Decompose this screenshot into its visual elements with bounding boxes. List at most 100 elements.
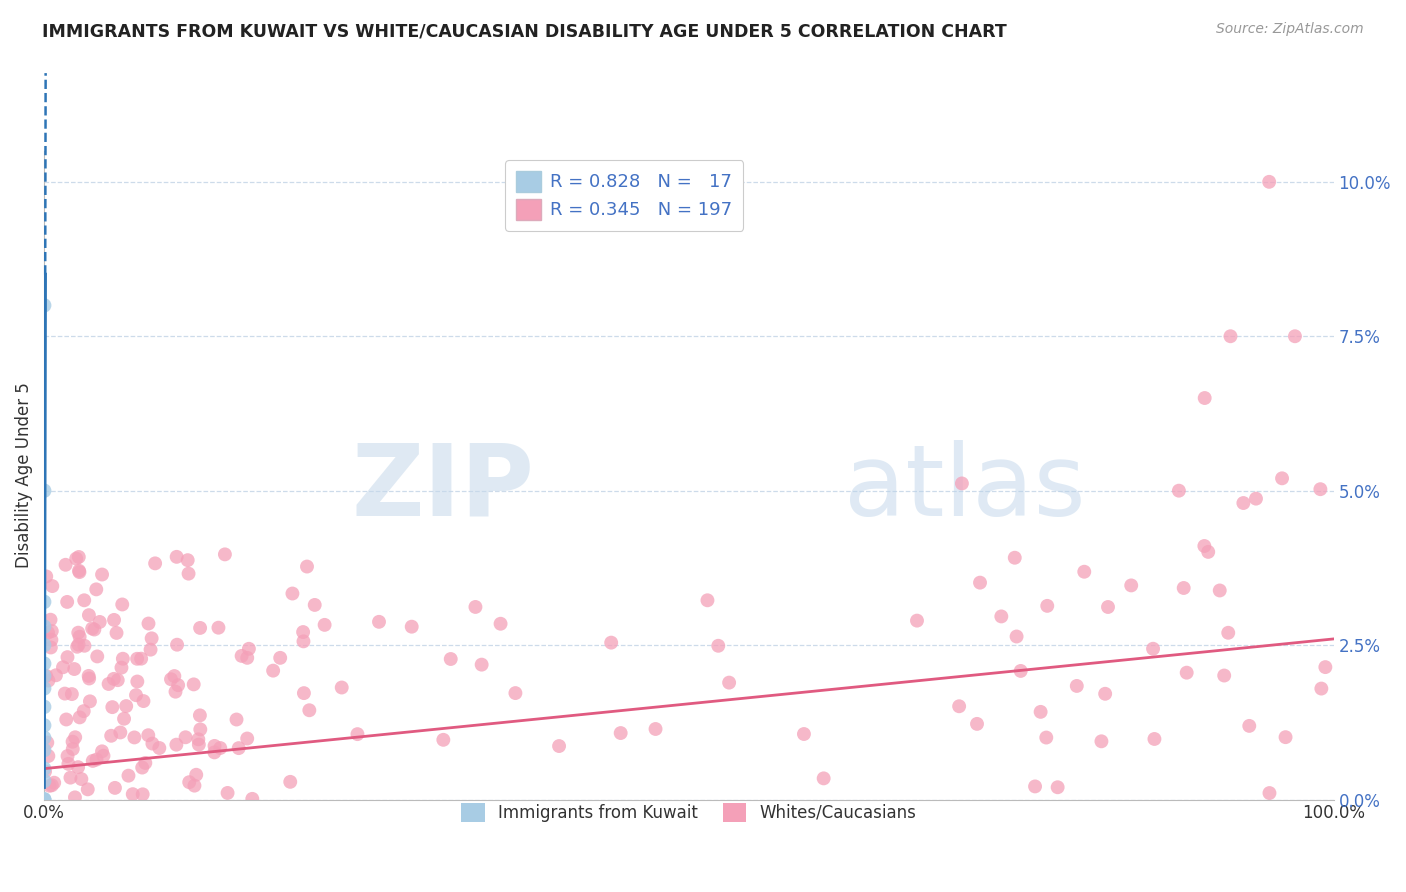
Point	[202, 745, 225, 759]
Point	[32, 681, 55, 696]
Point	[129, 651, 152, 665]
Point	[464, 599, 486, 614]
Point	[73, 639, 96, 653]
Point	[204, 739, 226, 753]
Point	[32, 774, 55, 789]
Point	[905, 614, 928, 628]
Point	[110, 725, 132, 739]
Point	[1004, 550, 1026, 565]
Point	[97, 677, 120, 691]
Point	[37, 749, 59, 764]
Point	[166, 549, 188, 564]
Point	[1258, 175, 1281, 189]
Point	[165, 738, 187, 752]
Point	[440, 652, 463, 666]
Point	[187, 732, 209, 747]
Point	[141, 632, 163, 646]
Point	[32, 743, 55, 757]
Point	[110, 660, 132, 674]
Point	[38, 779, 60, 793]
Point	[401, 620, 423, 634]
Point	[44, 775, 66, 789]
Point	[548, 739, 571, 753]
Text: ZIP: ZIP	[352, 440, 534, 537]
Point	[1244, 491, 1267, 506]
Text: Source: ZipAtlas.com: Source: ZipAtlas.com	[1216, 22, 1364, 37]
Point	[56, 749, 79, 764]
Point	[100, 729, 122, 743]
Point	[55, 558, 77, 572]
Point	[813, 772, 835, 786]
Point	[696, 593, 718, 607]
Point	[67, 549, 90, 564]
Point	[1036, 599, 1059, 613]
Point	[125, 688, 148, 702]
Point	[471, 657, 494, 672]
Point	[131, 787, 153, 801]
Point	[121, 787, 143, 801]
Point	[63, 662, 86, 676]
Point	[236, 731, 259, 746]
Point	[1218, 625, 1240, 640]
Point	[73, 593, 96, 607]
Point	[214, 547, 236, 561]
Point	[34, 764, 56, 779]
Point	[187, 738, 209, 752]
Point	[969, 575, 991, 590]
Point	[292, 625, 315, 640]
Point	[77, 672, 100, 686]
Point	[1310, 681, 1333, 696]
Point	[32, 619, 55, 633]
Point	[82, 622, 104, 636]
Point	[32, 669, 55, 683]
Point	[183, 779, 205, 793]
Point	[1090, 734, 1112, 748]
Point	[73, 704, 96, 718]
Point	[124, 731, 146, 745]
Point	[1309, 482, 1331, 496]
Point	[188, 708, 211, 723]
Point	[107, 673, 129, 688]
Point	[1097, 599, 1119, 614]
Point	[66, 640, 89, 654]
Point	[62, 735, 84, 749]
Point	[1066, 679, 1088, 693]
Point	[63, 731, 86, 745]
Point	[228, 741, 250, 756]
Point	[1024, 780, 1046, 794]
Point	[609, 726, 631, 740]
Point	[32, 718, 55, 732]
Point	[295, 559, 318, 574]
Point	[207, 621, 229, 635]
Point	[163, 669, 186, 683]
Point	[217, 786, 239, 800]
Point	[111, 651, 134, 665]
Point	[183, 677, 205, 691]
Point	[298, 703, 321, 717]
Point	[718, 675, 741, 690]
Point	[32, 638, 55, 652]
Point	[292, 634, 315, 648]
Point	[179, 775, 201, 789]
Point	[707, 639, 730, 653]
Point	[1284, 329, 1306, 343]
Point	[644, 722, 666, 736]
Point	[69, 630, 91, 644]
Point	[269, 650, 291, 665]
Point	[489, 616, 512, 631]
Point	[139, 642, 162, 657]
Point	[86, 649, 108, 664]
Point	[63, 790, 86, 805]
Point	[104, 780, 127, 795]
Point	[1175, 665, 1198, 680]
Point	[1274, 730, 1296, 744]
Text: IMMIGRANTS FROM KUWAIT VS WHITE/CAUCASIAN DISABILITY AGE UNDER 5 CORRELATION CHA: IMMIGRANTS FROM KUWAIT VS WHITE/CAUCASIA…	[42, 22, 1007, 40]
Point	[793, 727, 815, 741]
Point	[67, 638, 90, 652]
Point	[177, 566, 200, 581]
Point	[314, 618, 336, 632]
Point	[1194, 391, 1216, 405]
Point	[134, 756, 156, 770]
Point	[127, 674, 149, 689]
Point	[83, 623, 105, 637]
